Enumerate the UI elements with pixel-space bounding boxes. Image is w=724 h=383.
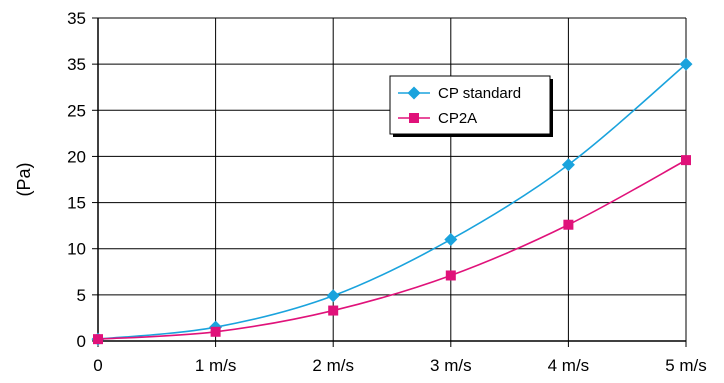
x-tick-label: 4 m/s — [548, 356, 590, 375]
y-tick-label: 20 — [67, 147, 86, 166]
axes — [97, 18, 686, 342]
diamond-marker — [444, 232, 458, 246]
y-tick-label: 5 — [77, 286, 86, 305]
x-tick-labels: 0 1 m/s 2 m/s 3 m/s 4 m/s 5 m/s — [93, 341, 707, 375]
series-cp2a — [93, 155, 691, 345]
square-marker — [563, 219, 574, 230]
square-marker — [445, 270, 456, 281]
legend-diamond-marker — [407, 86, 421, 100]
legend-box — [389, 75, 551, 135]
x-tick-label: 3 m/s — [430, 356, 472, 375]
legend-label: CP2A — [438, 110, 477, 127]
series-group — [91, 57, 693, 346]
diamond-marker — [326, 289, 340, 303]
y-tick-label: 10 — [67, 240, 86, 259]
y-tick-label: 35 — [67, 55, 86, 74]
y-tick-label: 25 — [67, 101, 86, 120]
diamond-marker — [679, 57, 693, 71]
grid-lines — [97, 17, 687, 342]
legend-square-marker — [409, 113, 419, 123]
y-axis-label: (Pa) — [14, 162, 34, 196]
diamond-marker — [561, 158, 575, 172]
legend-label: CP standard — [438, 85, 521, 102]
x-tick-label: 5 m/s — [665, 356, 707, 375]
square-marker — [681, 155, 691, 166]
square-marker — [210, 326, 221, 337]
square-marker — [328, 305, 339, 316]
y-tick-label: 15 — [67, 194, 86, 213]
x-tick-label: 0 — [93, 356, 102, 375]
series-line — [97, 159, 687, 340]
x-tick-label: 1 m/s — [195, 356, 237, 375]
y-tick-label: 35 — [67, 9, 86, 28]
y-tick-labels: 0 5 10 15 20 25 35 35 — [67, 9, 98, 351]
legend: CP standard CP2A — [389, 75, 553, 137]
x-tick-label: 2 m/s — [312, 356, 354, 375]
square-marker — [93, 334, 103, 345]
y-tick-label: 0 — [77, 332, 86, 351]
